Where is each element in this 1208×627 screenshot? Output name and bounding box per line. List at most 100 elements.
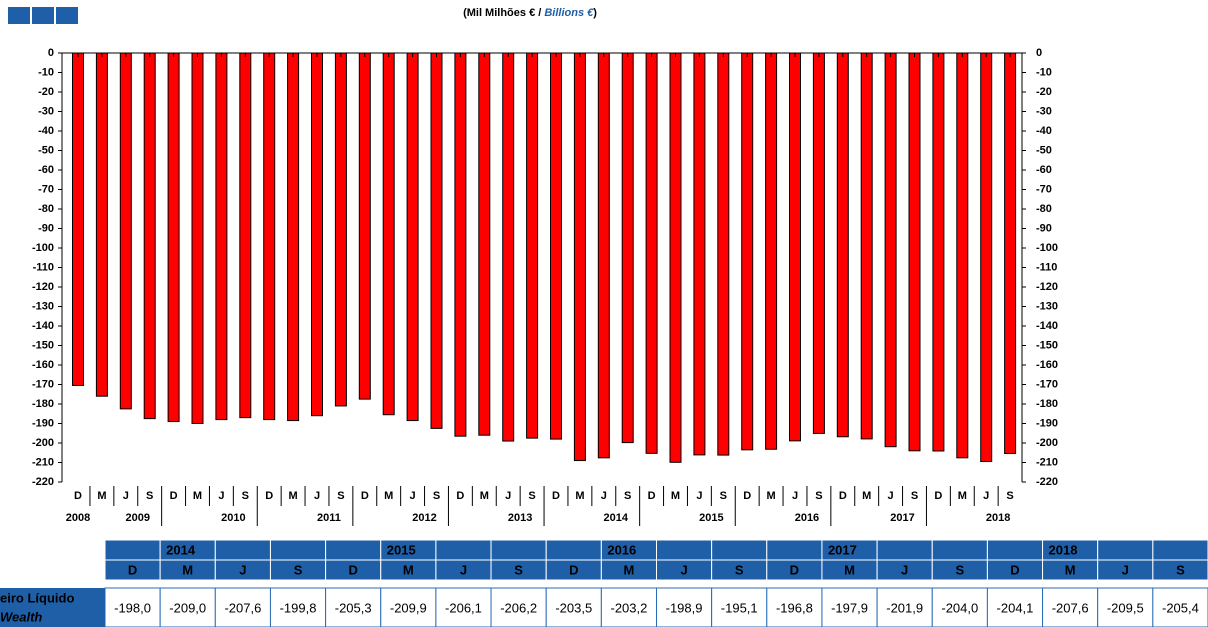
value-cell-text: -206,2 (500, 600, 537, 615)
y-tick-label: -40 (38, 125, 54, 137)
year-label: 2010 (221, 512, 245, 524)
title-en: Billions € (544, 7, 594, 19)
x-tick-label: D (648, 490, 656, 502)
quarter-cell-text: D (128, 562, 137, 577)
year-cell (711, 539, 768, 561)
bar (621, 52, 634, 444)
logo-block (56, 7, 78, 24)
x-tick-label: D (552, 490, 560, 502)
year-cell-text: 2014 (166, 542, 196, 557)
year-cell (269, 539, 327, 561)
x-tick-label: M (671, 490, 680, 502)
x-tick-label: J (888, 490, 894, 502)
bar (908, 52, 921, 452)
value-cell-text: -204,0 (941, 600, 978, 615)
year-label: 2015 (699, 512, 723, 524)
y2-tick-label: -210 (1036, 456, 1058, 468)
x-tick-label: M (97, 490, 106, 502)
x-tick-label: J (505, 490, 511, 502)
chart-title: (Mil Milhões € / Billions €) (463, 7, 597, 19)
bar (406, 52, 419, 422)
quarter-cell-text: M (844, 562, 855, 577)
quarter-cell-text: D (348, 562, 357, 577)
year-label: 2016 (795, 512, 819, 524)
bar (717, 52, 730, 456)
y2-tick-label: -10 (1036, 66, 1052, 78)
bar (741, 52, 754, 451)
value-cell (1097, 587, 1154, 627)
quarter-cell-text: S (514, 562, 523, 577)
value-cell (711, 587, 768, 627)
year-cell (766, 539, 823, 561)
year-label: 2012 (412, 512, 436, 524)
bar (311, 52, 323, 417)
year-cell (1097, 539, 1154, 561)
y2-tick-label: -110 (1036, 261, 1057, 273)
quarter-cell-text: S (735, 562, 744, 577)
year-cell (545, 539, 602, 561)
x-tick-label: D (934, 490, 942, 502)
year-cell (1152, 539, 1208, 561)
quarter-cell-text: M (1065, 562, 1076, 577)
y-tick-label: -70 (38, 183, 54, 195)
x-tick-label: S (528, 490, 535, 502)
row-label-cell (0, 588, 105, 627)
x-tick-label: S (815, 490, 822, 502)
year-cell (104, 539, 161, 561)
x-tick-label: M (767, 490, 776, 502)
y2-tick-label: -40 (1036, 125, 1052, 137)
value-cell (876, 587, 933, 627)
y-tick-label: -80 (38, 203, 54, 215)
x-tick-label: S (1006, 490, 1013, 502)
value-cell-text: -198,9 (666, 600, 703, 615)
value-cell-text: -199,8 (280, 600, 317, 615)
quarter-cell-text: J (460, 562, 467, 577)
row-label: eiro Líquido (0, 590, 74, 605)
value-cell-text: -195,1 (721, 600, 758, 615)
y-tick-label: -20 (38, 86, 54, 98)
year-label: 2018 (986, 512, 1010, 524)
y-tick-label: -50 (38, 144, 54, 156)
bar (980, 52, 993, 463)
value-cell (104, 587, 161, 627)
bar (597, 52, 610, 459)
y-tick-label: -110 (33, 261, 54, 273)
y-tick-label: -10 (38, 66, 54, 78)
value-cell-text: -207,6 (224, 600, 261, 615)
value-cell-text: -201,9 (886, 600, 923, 615)
bar (789, 52, 801, 442)
y-tick-label: -210 (32, 456, 54, 468)
x-tick-label: S (146, 490, 153, 502)
year-cell (931, 539, 988, 561)
quarter-cell-text: D (569, 562, 578, 577)
x-tick-label: J (983, 490, 989, 502)
year-cell (325, 539, 382, 561)
year-cell (656, 539, 713, 561)
value-cell-text: -205,3 (335, 600, 372, 615)
bar (526, 52, 539, 439)
quarter-cell-text: J (239, 562, 246, 577)
y-tick-label: -120 (32, 281, 54, 293)
value-cell-text: -209,5 (1107, 600, 1144, 615)
year-cell (435, 539, 492, 561)
y2-tick-label: 0 (1036, 47, 1042, 59)
y2-tick-label: -80 (1036, 203, 1052, 215)
quarter-cell-text: S (955, 562, 964, 577)
x-tick-label: M (575, 490, 584, 502)
value-cell-text: -209,9 (390, 600, 427, 615)
x-tick-label: S (433, 490, 440, 502)
quarter-cell-text: D (1010, 562, 1019, 577)
table: D -198,0 2014 M -209,0 J -207,6 S -199,8 D -205,3 2… (0, 539, 1208, 627)
x-tick-label: S (624, 490, 631, 502)
value-cell (435, 587, 492, 627)
y2-tick-label: -20 (1036, 86, 1052, 98)
bar (860, 52, 873, 440)
bar (550, 52, 562, 440)
x-tick-label: D (265, 490, 273, 502)
bar (1004, 52, 1017, 455)
y2-tick-label: -190 (1036, 417, 1058, 429)
bar (119, 52, 132, 410)
value-cell (325, 587, 382, 627)
year-label: 2011 (317, 512, 341, 524)
x-tick-label: D (456, 490, 464, 502)
